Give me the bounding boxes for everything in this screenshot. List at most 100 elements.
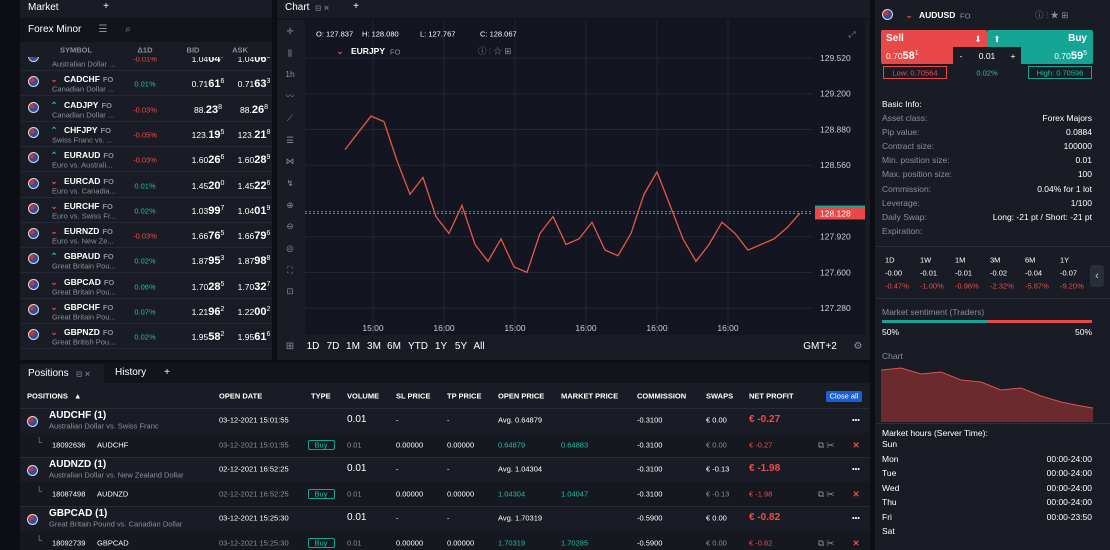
tab[interactable]: Positions — [28, 368, 69, 379]
close-all-button[interactable] — [826, 391, 862, 402]
symbol-code: GBPAUD — [64, 251, 101, 262]
swaps: € -0.13 — [706, 464, 730, 474]
ask: 1.87988 — [237, 255, 271, 268]
add-tab[interactable]: + — [164, 367, 170, 378]
buy-arrow: ⬆ — [993, 33, 1001, 44]
trend-arrow: ⌄ — [50, 74, 58, 85]
tool-icon[interactable]: ⋈ — [285, 155, 295, 166]
sentiment-buy-bar — [882, 320, 987, 323]
spread-box — [953, 47, 1021, 64]
symbol-name: Great Britain Pou... — [52, 261, 116, 271]
day: Tue — [882, 467, 897, 478]
swaps: € -0.13 — [706, 489, 730, 499]
range-button[interactable]: All — [473, 341, 485, 352]
tool-icon[interactable]: ⊡ — [286, 286, 294, 297]
column-header: SL PRICE — [396, 391, 431, 401]
trend-arrow: ⌄ — [50, 301, 58, 312]
flag-icon — [28, 253, 39, 265]
range-button[interactable]: 3M — [367, 341, 381, 352]
tool-icon[interactable]: ⛶ — [287, 264, 293, 275]
group-symbol: AUDCHF (1) — [49, 410, 107, 421]
tool-icon[interactable]: 〰 — [285, 90, 295, 101]
symbol: CADJPY FO — [64, 100, 112, 109]
price-label: 129.520 — [820, 53, 851, 63]
layout-icon[interactable]: ⊞ — [285, 341, 295, 352]
tab[interactable]: Market — [28, 2, 59, 13]
symbol: EURCAD FO — [64, 176, 114, 185]
swaps: € 0.00 — [706, 538, 727, 548]
symbol-icons[interactable]: ⓘ ⫶ ☆ ⊞ — [478, 45, 512, 56]
buy-price: 0.70595 — [1054, 50, 1087, 62]
bid: 1.03997 — [191, 204, 225, 217]
period-change: -0.01 — [920, 268, 938, 278]
volume-minus[interactable]: - — [959, 50, 963, 61]
more-icon[interactable]: ••• — [852, 415, 860, 425]
time-label: 16:00 — [717, 323, 739, 333]
symbol-code: CADJPY — [64, 99, 99, 110]
trend-arrow: ⌄ — [50, 276, 58, 287]
row-actions[interactable]: ⧉ ✂ — [818, 488, 835, 499]
tab-icons[interactable]: ⊟ ✕ — [76, 369, 91, 379]
flag-icon — [28, 228, 39, 240]
bid: 1.87953 — [191, 255, 225, 268]
trend-arrow: ⌃ — [50, 251, 58, 262]
volume: 0.01 — [347, 440, 362, 450]
tool-icon[interactable]: ☰ — [286, 134, 294, 145]
add-tab[interactable]: + — [353, 1, 359, 12]
timezone[interactable]: GMT+2 — [803, 341, 837, 352]
open-price: 1.70319 — [498, 538, 526, 548]
volume: 0.01 — [347, 538, 362, 548]
header-icons[interactable]: ⓘ ⫶ ★ ⊞ — [1035, 9, 1069, 20]
list-icon[interactable]: ☰ — [98, 24, 108, 35]
ohlc-high: H: 128.080 — [362, 29, 399, 39]
range-button[interactable]: 6M — [387, 341, 401, 352]
row-actions[interactable]: ⧉ ✂ — [818, 439, 835, 450]
close-icon[interactable]: ✕ — [852, 439, 860, 450]
tool-icon[interactable]: ⊖ — [286, 221, 294, 232]
chart-tab[interactable]: Chart — [285, 2, 310, 13]
more-icon[interactable]: ••• — [852, 464, 860, 474]
tool-icon[interactable]: ↯ — [286, 177, 294, 188]
open-price: Avg. 1.04304 — [498, 464, 543, 474]
sl-price: - — [396, 415, 399, 425]
column-header: BID — [186, 45, 200, 55]
flag-icon — [28, 202, 39, 214]
expand-icon[interactable]: ⤢ — [848, 28, 856, 39]
flag-icon — [28, 304, 39, 315]
group-tab[interactable]: Forex Minor — [28, 24, 82, 35]
mini-line — [881, 367, 1093, 409]
info-label: Daily Swap: — [882, 211, 927, 222]
tool-icon[interactable]: ⟋ — [287, 112, 293, 123]
volume: 0.01 — [347, 463, 367, 475]
close-icon[interactable]: ✕ — [852, 538, 860, 549]
add-tab[interactable]: + — [103, 1, 109, 12]
range-button[interactable]: 7D — [326, 341, 340, 352]
range-button[interactable]: 1Y — [434, 341, 448, 352]
tool-icon[interactable]: 1h — [285, 69, 295, 80]
tool-icon[interactable]: ⫼ — [288, 47, 292, 58]
volume-plus[interactable]: + — [1010, 50, 1016, 61]
tp-price: 0.00000 — [447, 538, 475, 548]
settings-icon[interactable]: ⚙ — [853, 341, 863, 352]
open-date: 02-12-2021 16:52:25 — [219, 489, 289, 499]
tool-icon[interactable]: ⊕ — [286, 199, 294, 210]
range-button[interactable]: 1M — [346, 341, 360, 352]
tab[interactable]: History — [115, 367, 147, 378]
tab-strip — [20, 18, 272, 42]
range-button[interactable]: 5Y — [454, 341, 468, 352]
tool-icon[interactable]: ◎ — [286, 242, 294, 253]
tool-icon[interactable]: ✛ — [286, 25, 294, 36]
more-icon[interactable]: ••• — [852, 513, 860, 523]
tab-icons[interactable]: ⊟ ✕ — [315, 3, 330, 13]
swaps: € 0.00 — [706, 513, 727, 523]
change: -0.03% — [133, 155, 157, 165]
range-button[interactable]: YTD — [408, 341, 428, 352]
close-icon[interactable]: ✕ — [852, 488, 860, 499]
range-button[interactable]: 1D — [306, 341, 320, 352]
row-actions[interactable]: ⧉ ✂ — [818, 538, 835, 549]
bid: 123.195 — [191, 128, 225, 141]
search-icon[interactable]: ⌕ — [125, 24, 131, 35]
market-list: ⌄AUDCADFOAustralian Dollar ...-0.01%1.04… — [20, 57, 272, 357]
collapse-button[interactable]: ‹ — [1090, 265, 1104, 287]
tp-price: 0.00000 — [447, 440, 475, 450]
